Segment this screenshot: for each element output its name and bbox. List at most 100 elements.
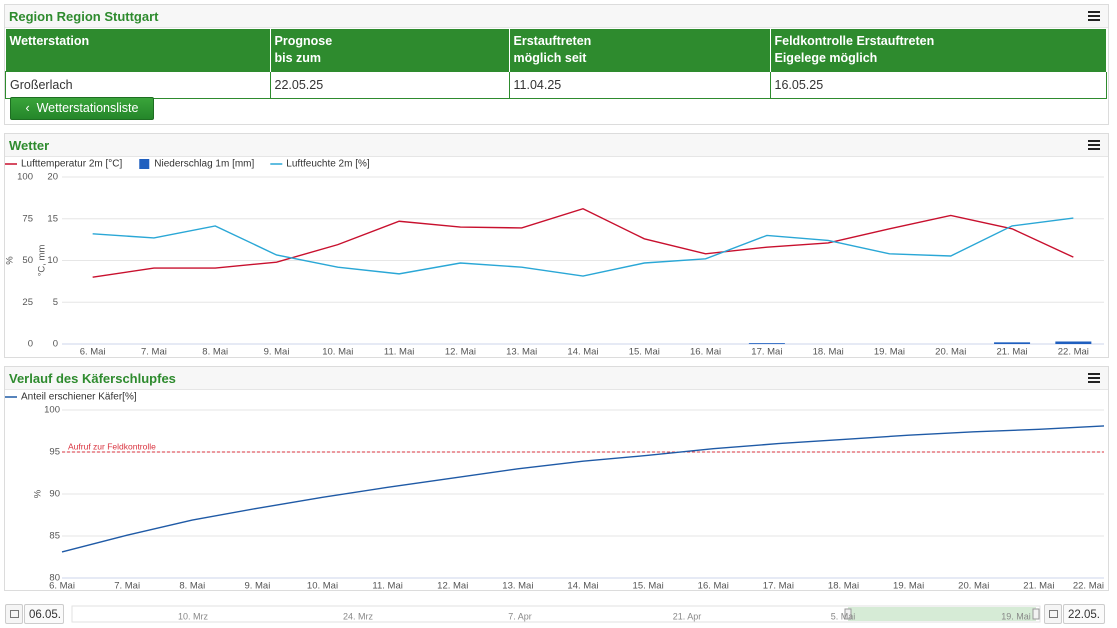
navigator-label: 24. Mrz [343,611,374,621]
y-axis-title: % [33,489,44,498]
header-text: Erstauftreten [513,34,592,48]
y-tick-label: 85 [49,531,60,542]
header-text: Eigelege möglich [774,51,878,65]
x-tick-label: 14. Mai [567,347,598,357]
cell: 22.05.25 [269,71,510,99]
station-panel: Region Region Stuttgart Wetterstation Pr… [4,4,1109,125]
navigator-track [71,605,1041,623]
x-tick-label: 21. Mai [1023,581,1054,590]
x-tick-label: 9. Mai [244,581,270,590]
menu-button[interactable] [1088,140,1100,150]
column-header: Feldkontrolle Erstauftreten Eigelege mögl… [770,29,1107,72]
x-tick-label: 17. Mai [751,347,782,357]
date-to[interactable]: 22.05. [1063,604,1105,624]
x-tick-label: 6. Mai [49,581,75,590]
y2-tick-label: 0 [53,339,58,350]
y2-tick-label: 5 [53,297,58,308]
plot-line-label: Aufruf zur Feldkontrolle [68,441,156,451]
x-tick-label: 22. Mai [1073,581,1104,590]
column-header: Prognose bis zum [270,29,510,72]
y-tick-label: 80 [49,573,60,584]
y-tick-label: 75 [22,213,33,224]
y2-tick-label: 10 [47,255,58,266]
cell: Großerlach [5,71,271,99]
data-row: Großerlach 22.05.25 11.04.25 16.05.25 [5,71,1107,99]
weather-chart: 0 25 50 75 100 0 5 10 15 20% °C, mm 6. Mai 7. Mai 8. … [5,159,1104,357]
navigator-handle[interactable] [844,608,852,620]
beetle-panel: Verlauf des Käferschlupfes [4,366,1109,591]
x-tick-label: 11. Mai [372,581,402,590]
bar [1055,341,1092,344]
column-header: Wetterstation [5,29,271,72]
y-tick-label: 0 [28,339,33,350]
x-tick-label: 20. Mai [935,347,966,357]
series-line [92,217,1074,277]
x-tick-label: 17. Mai [763,581,794,590]
bar [994,342,1031,344]
beetle-chart: 80 85 90 95 100% 6. Mai 7. Mai 8. Mai 9. Mai 10. … [5,392,1105,590]
calendar-button[interactable] [1044,604,1062,624]
y-tick-label: 90 [49,489,60,500]
navigator-handle[interactable] [1032,608,1040,620]
menu-button[interactable] [1088,373,1100,383]
y2-axis-title: °C, mm [37,245,48,277]
y-tick-label: 100 [17,172,33,183]
legend-label: Luftfeuchte 2m [%] [286,159,370,170]
x-tick-label: 18. Mai [813,347,844,357]
x-tick-label: 9. Mai [264,347,290,357]
panel-title: Verlauf des Käferschlupfes [9,371,176,386]
panel-title: Region Region Stuttgart [9,9,159,24]
column-header: Erstauftreten möglich seit [509,29,771,72]
y-tick-label: 95 [49,447,60,458]
back-button[interactable]: ‹ Wetterstationsliste [10,97,154,120]
header-row: Wetterstation Prognose bis zum Erstauftre… [5,29,1107,72]
y-tick-label: 50 [22,255,33,266]
x-tick-label: 11. Mai [384,347,414,357]
date-from[interactable]: 06.05. [24,604,64,624]
x-tick-label: 7. Mai [141,347,167,357]
header-text: Wetterstation [9,34,90,48]
y2-tick-label: 15 [47,213,58,224]
x-tick-label: 8. Mai [202,347,228,357]
x-tick-label: 10. Mai [307,581,338,590]
cell: 16.05.25 [769,71,1107,99]
navigator-label: 10. Mrz [178,611,209,621]
series-line [61,425,1105,553]
navigator-label: 7. Apr [508,611,532,621]
x-tick-label: 16. Mai [698,581,729,590]
x-tick-label: 14. Mai [567,581,598,590]
legend-symbol [139,159,150,169]
header-text: möglich seit [513,51,587,65]
button-label: Wetterstationsliste [36,101,139,115]
y-tick-label: 100 [44,405,60,416]
bar [748,343,785,344]
x-tick-label: 21. Mai [996,347,1027,357]
x-tick-label: 7. Mai [114,581,140,590]
x-tick-label: 8. Mai [179,581,205,590]
x-tick-label: 6. Mai [80,347,106,357]
header-text: Prognose [274,34,333,48]
header-text: bis zum [274,51,322,65]
navigator-label: 21. Apr [673,611,702,621]
legend-label: Anteil erschiener Käfer[%] [21,392,137,403]
panel-header: Region Region Stuttgart [5,5,1108,28]
x-tick-label: 19. Mai [893,581,924,590]
navigator-label: 19. Mai [1001,611,1031,621]
legend-label: Lufttemperatur 2m [°C] [21,159,122,170]
navigator-selection[interactable] [848,607,1036,621]
x-tick-label: 15. Mai [633,581,664,590]
x-tick-label: 13. Mai [502,581,533,590]
calendar-button[interactable] [5,604,23,624]
weather-panel: Wetter [4,133,1109,358]
x-tick-label: 10. Mai [322,347,353,357]
x-tick-label: 12. Mai [445,347,476,357]
x-tick-label: 20. Mai [958,581,989,590]
y2-tick-label: 20 [47,172,58,183]
header-text: Feldkontrolle Erstauftreten [774,34,935,48]
station-table: Wetterstation Prognose bis zum Erstauftre… [5,29,1107,99]
x-tick-label: 19. Mai [874,347,905,357]
panel-header: Wetter [5,134,1108,157]
menu-button[interactable] [1088,11,1100,21]
cell: 11.04.25 [508,71,771,99]
